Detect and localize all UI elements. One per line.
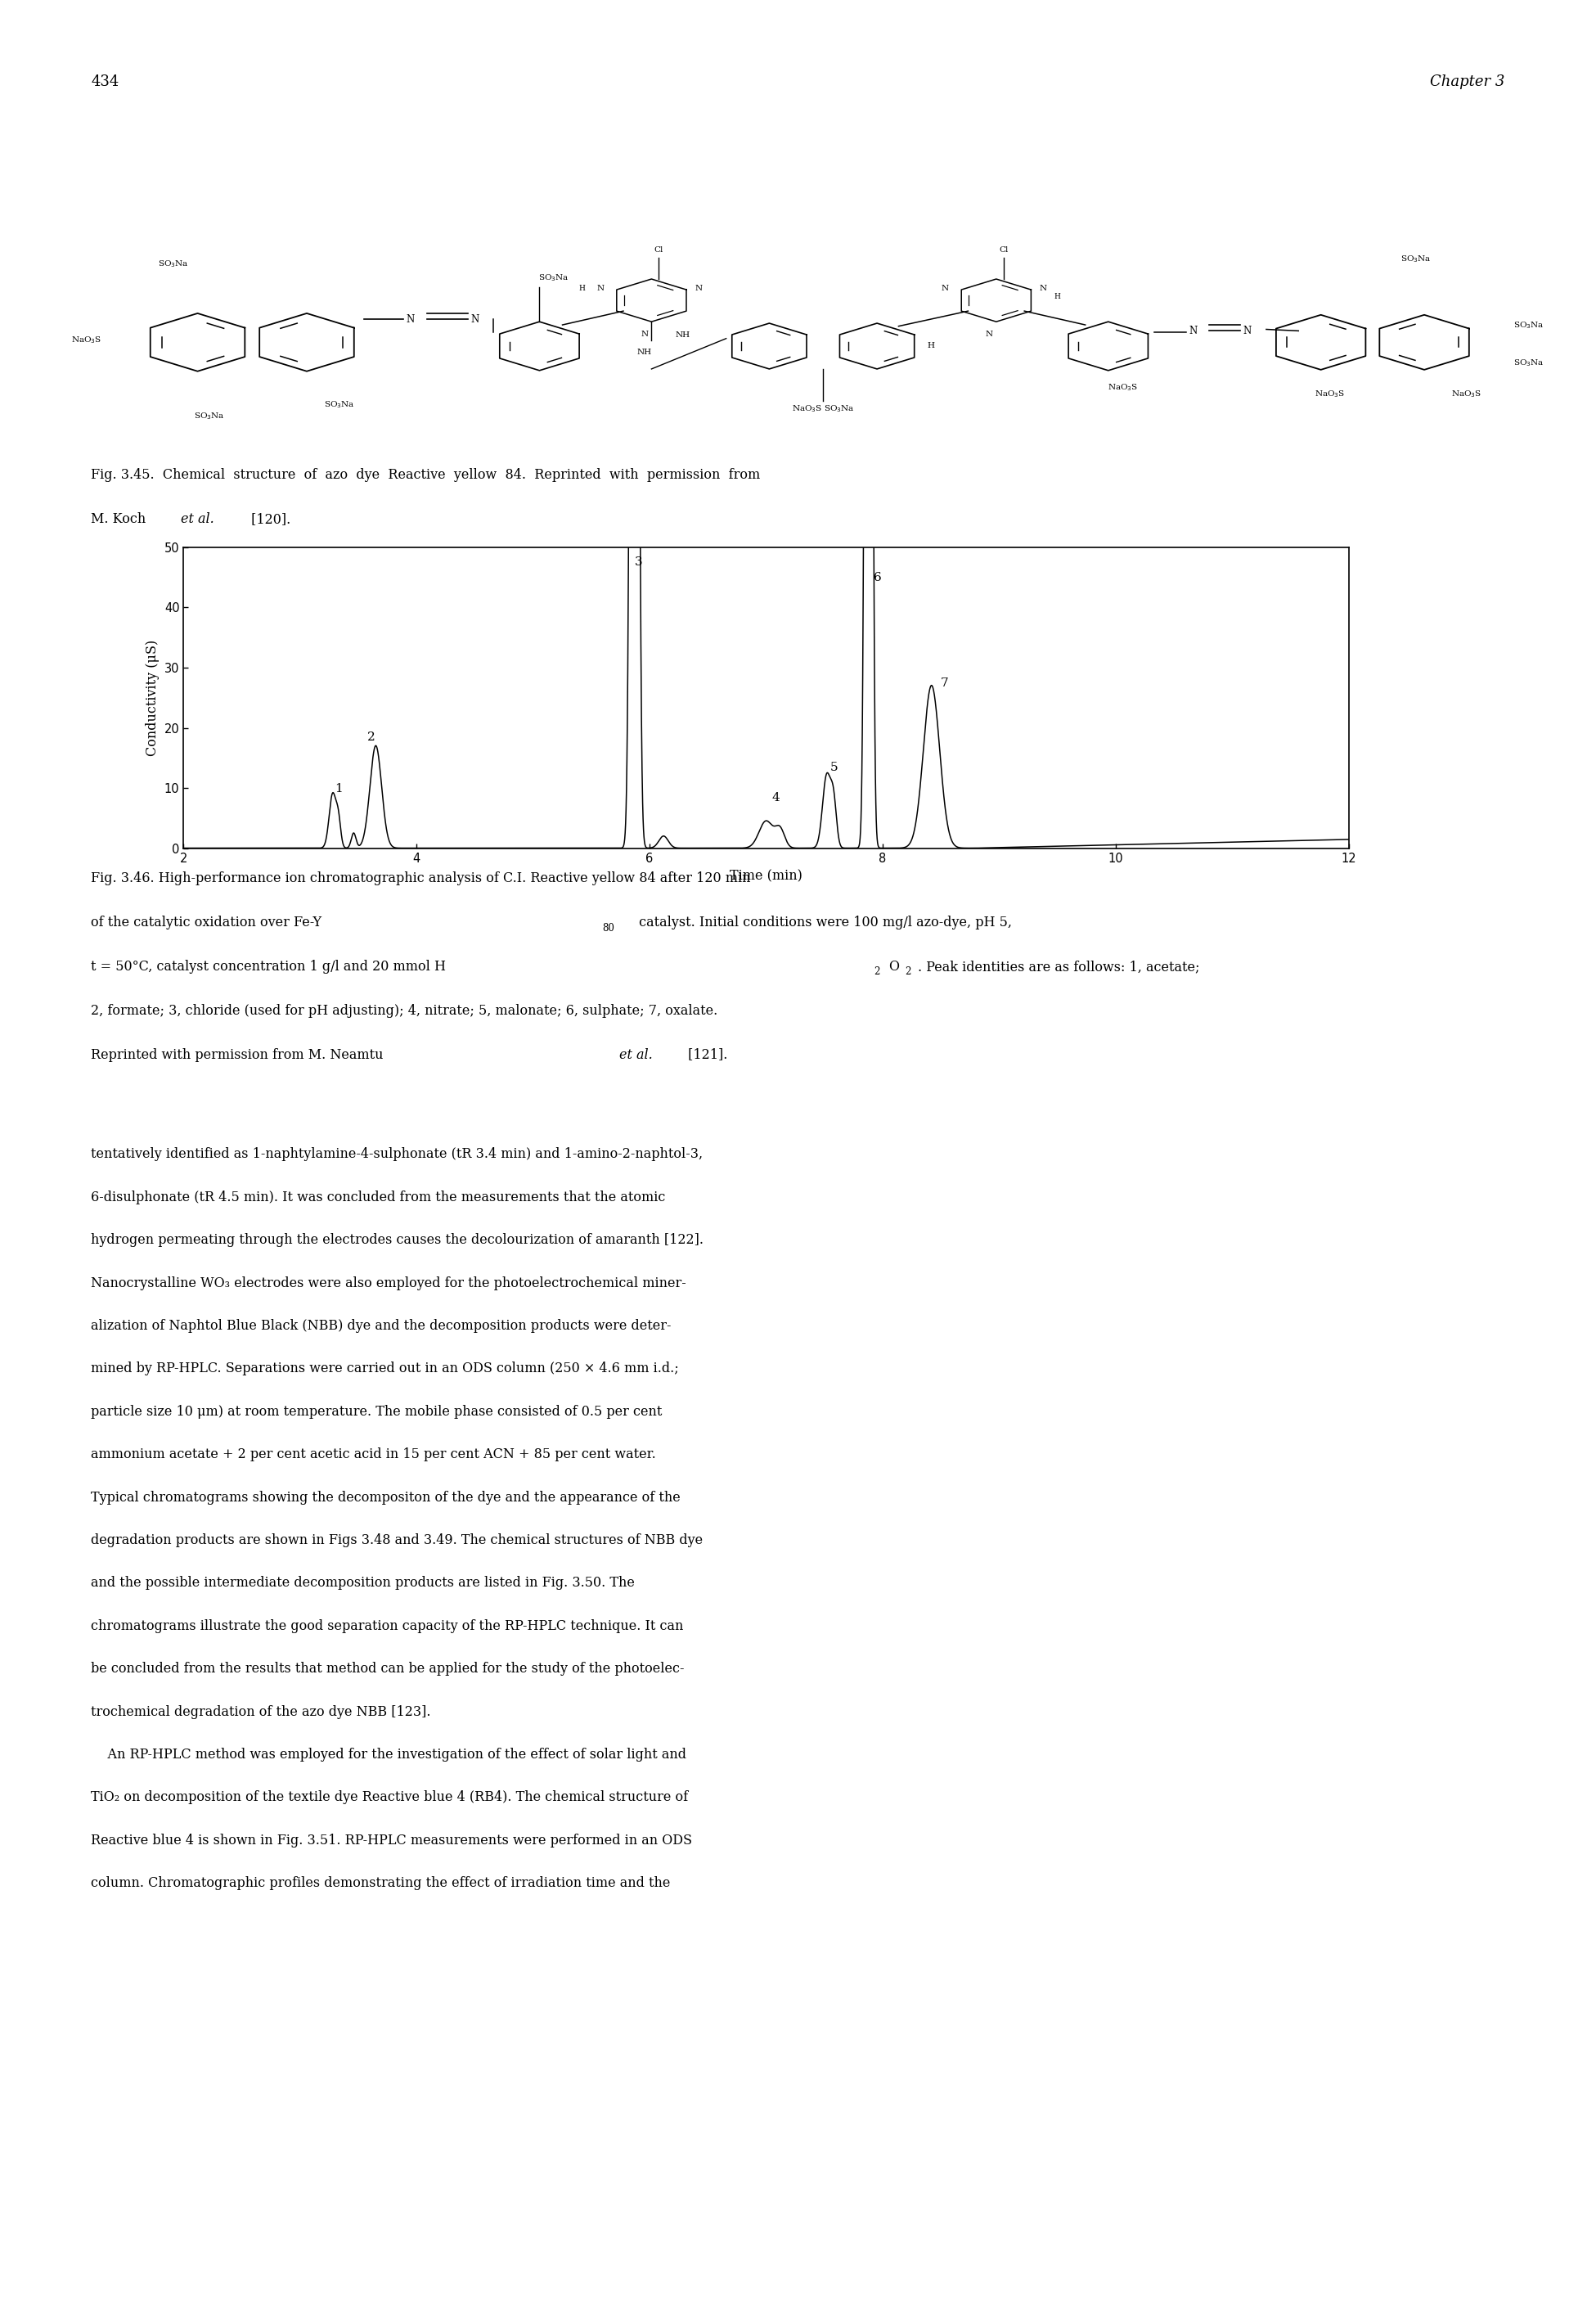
Text: H: H <box>579 285 586 292</box>
Text: Chapter 3: Chapter 3 <box>1430 74 1505 88</box>
Text: 2: 2 <box>905 967 911 978</box>
Text: 2: 2 <box>367 732 375 742</box>
Text: N: N <box>1039 285 1047 292</box>
Text: SO$_3$Na: SO$_3$Na <box>158 260 188 269</box>
Text: catalyst. Initial conditions were 100 mg/l azo-dye, pH 5,: catalyst. Initial conditions were 100 mg… <box>635 916 1012 930</box>
Text: Reactive blue 4 is shown in Fig. 3.51. RP-HPLC measurements were performed in an: Reactive blue 4 is shown in Fig. 3.51. R… <box>91 1834 693 1847</box>
X-axis label: Time (min): Time (min) <box>729 869 803 883</box>
Text: particle size 10 μm) at room temperature. The mobile phase consisted of 0.5 per : particle size 10 μm) at room temperature… <box>91 1405 662 1419</box>
Text: NaO$_3$S SO$_3$Na: NaO$_3$S SO$_3$Na <box>792 403 854 415</box>
Text: 6-disulphonate (tR 4.5 min). It was concluded from the measurements that the ato: 6-disulphonate (tR 4.5 min). It was conc… <box>91 1191 666 1205</box>
Text: N: N <box>1243 325 1251 336</box>
Text: Fig. 3.46. High-performance ion chromatographic analysis of C.I. Reactive yellow: Fig. 3.46. High-performance ion chromato… <box>91 872 750 885</box>
Text: O: O <box>887 960 899 974</box>
Text: et al.: et al. <box>619 1048 653 1062</box>
Text: N: N <box>694 285 702 292</box>
Text: t = 50°C, catalyst concentration 1 g/l and 20 mmol H: t = 50°C, catalyst concentration 1 g/l a… <box>91 960 445 974</box>
Text: N: N <box>597 285 603 292</box>
Text: chromatograms illustrate the good separation capacity of the RP-HPLC technique. : chromatograms illustrate the good separa… <box>91 1618 683 1634</box>
Text: SO$_3$Na: SO$_3$Na <box>1400 255 1432 264</box>
Text: Typical chromatograms showing the decompositon of the dye and the appearance of : Typical chromatograms showing the decomp… <box>91 1490 680 1504</box>
Text: column. Chromatographic profiles demonstrating the effect of irradiation time an: column. Chromatographic profiles demonst… <box>91 1878 670 1891</box>
Text: M. Koch: M. Koch <box>91 512 150 526</box>
Text: SO$_3$Na: SO$_3$Na <box>1513 357 1543 369</box>
Text: ammonium acetate + 2 per cent acetic acid in 15 per cent ACN + 85 per cent water: ammonium acetate + 2 per cent acetic aci… <box>91 1446 656 1463</box>
Text: alization of Naphtol Blue Black (NBB) dye and the decomposition products were de: alization of Naphtol Blue Black (NBB) dy… <box>91 1319 672 1333</box>
Text: . Peak identities are as follows: 1, acetate;: . Peak identities are as follows: 1, ace… <box>918 960 1200 974</box>
Text: Cl: Cl <box>999 246 1009 255</box>
Text: NH: NH <box>675 331 691 338</box>
Text: of the catalytic oxidation over Fe-Y: of the catalytic oxidation over Fe-Y <box>91 916 322 930</box>
Text: N: N <box>471 315 479 325</box>
Text: NaO$_3$S: NaO$_3$S <box>1314 389 1345 399</box>
Text: N: N <box>985 331 993 338</box>
Text: 5: 5 <box>830 763 838 774</box>
Text: N: N <box>405 315 415 325</box>
Text: Nanocrystalline WO₃ electrodes were also employed for the photoelectrochemical m: Nanocrystalline WO₃ electrodes were also… <box>91 1275 686 1291</box>
Text: SO$_3$Na: SO$_3$Na <box>193 410 225 422</box>
Text: SO$_3$Na: SO$_3$Na <box>324 399 354 410</box>
Text: tentatively identified as 1-naphtylamine-4-sulphonate (tR 3.4 min) and 1-amino-2: tentatively identified as 1-naphtylamine… <box>91 1147 702 1161</box>
Text: be concluded from the results that method can be applied for the study of the ph: be concluded from the results that metho… <box>91 1662 685 1676</box>
Text: degradation products are shown in Figs 3.48 and 3.49. The chemical structures of: degradation products are shown in Figs 3… <box>91 1535 702 1548</box>
Text: 80: 80 <box>603 923 614 934</box>
Text: SO$_3$Na: SO$_3$Na <box>1513 320 1543 329</box>
Y-axis label: Conductivity (μS): Conductivity (μS) <box>145 640 160 756</box>
Text: 434: 434 <box>91 74 120 88</box>
Text: N: N <box>640 331 648 338</box>
Text: 1: 1 <box>335 783 343 795</box>
Text: Cl: Cl <box>654 246 664 255</box>
Text: H: H <box>1053 292 1060 299</box>
Text: 6: 6 <box>873 573 881 584</box>
Text: mined by RP-HPLC. Separations were carried out in an ODS column (250 × 4.6 mm i.: mined by RP-HPLC. Separations were carri… <box>91 1363 678 1377</box>
Text: [120].: [120]. <box>247 512 290 526</box>
Text: 3: 3 <box>635 556 642 568</box>
Text: N: N <box>1189 325 1197 336</box>
Text: 7: 7 <box>940 677 948 688</box>
Text: 2: 2 <box>875 967 879 978</box>
Text: H: H <box>927 343 935 350</box>
Text: and the possible intermediate decomposition products are listed in Fig. 3.50. Th: and the possible intermediate decomposit… <box>91 1576 635 1590</box>
Text: Reprinted with permission from M. Neamtu: Reprinted with permission from M. Neamtu <box>91 1048 388 1062</box>
Text: Fig. 3.45.  Chemical  structure  of  azo  dye  Reactive  yellow  84.  Reprinted : Fig. 3.45. Chemical structure of azo dye… <box>91 468 760 482</box>
Text: N: N <box>942 285 948 292</box>
Text: NaO$_3$S: NaO$_3$S <box>1108 382 1138 392</box>
Text: NaO$_3$S: NaO$_3$S <box>1452 389 1483 399</box>
Text: hydrogen permeating through the electrodes causes the decolourization of amarant: hydrogen permeating through the electrod… <box>91 1233 704 1247</box>
Text: TiO₂ on decomposition of the textile dye Reactive blue 4 (RB4). The chemical str: TiO₂ on decomposition of the textile dye… <box>91 1789 688 1806</box>
Text: SO$_3$Na: SO$_3$Na <box>538 274 570 283</box>
Text: [121].: [121]. <box>683 1048 728 1062</box>
Text: NaO$_3$S: NaO$_3$S <box>70 334 102 345</box>
Text: NH: NH <box>637 348 651 355</box>
Text: et al.: et al. <box>182 512 214 526</box>
Text: 4: 4 <box>772 793 780 802</box>
Text: 2, formate; 3, chloride (used for pH adjusting); 4, nitrate; 5, malonate; 6, sul: 2, formate; 3, chloride (used for pH adj… <box>91 1004 718 1018</box>
Text: trochemical degradation of the azo dye NBB [123].: trochemical degradation of the azo dye N… <box>91 1706 431 1720</box>
Text: An RP-HPLC method was employed for the investigation of the effect of solar ligh: An RP-HPLC method was employed for the i… <box>91 1748 686 1762</box>
